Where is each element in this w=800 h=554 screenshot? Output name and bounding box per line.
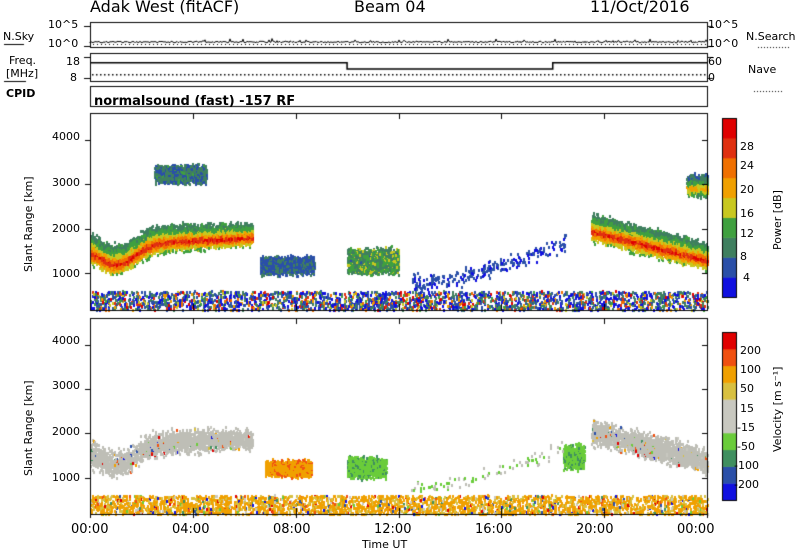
cpid-text: normalsound (fast) -157 RF: [94, 94, 296, 109]
nsky-tick-bottom: 10^0: [48, 37, 79, 50]
freq-tick-top: 18: [66, 55, 80, 68]
velocity-ytick-3000: 3000: [52, 379, 80, 392]
xtick-2400: 00:00: [677, 522, 715, 537]
power-cbar-label: Power [dB]: [771, 190, 784, 250]
freq-tick-bottom: 8: [70, 71, 77, 84]
power-cbar-12: 12: [740, 227, 754, 240]
power-ytick-4000: 4000: [52, 130, 80, 143]
velocity-ytick-2000: 2000: [52, 425, 80, 438]
power-cbar-28: 28: [740, 140, 754, 153]
velocity-cbar-neg100: -100: [734, 459, 759, 472]
nsearch-tick-top: 10^5: [708, 18, 739, 31]
power-cbar-4: 4: [743, 271, 750, 284]
velocity-cbar-neg50: -50: [737, 440, 755, 453]
xtick-0400: 04:00: [172, 522, 210, 537]
freq-unit-label: [MHz]: [6, 67, 39, 80]
velocity-cbar-neg200: -200: [734, 478, 759, 491]
xtick-2000: 20:00: [576, 522, 614, 537]
velocity-cbar-100: 100: [740, 363, 761, 376]
power-cbar-16: 16: [740, 207, 754, 220]
freq-label: Freq.: [9, 54, 37, 67]
velocity-cbar-200: 200: [740, 344, 761, 357]
velocity-ytick-4000: 4000: [52, 334, 80, 347]
date-title: 11/Oct/2016: [590, 0, 690, 16]
nsearch-tick-bottom: 10^0: [708, 37, 739, 50]
velocity-cbar-50: 50: [740, 382, 754, 395]
nsky-tick-top: 10^5: [48, 18, 79, 31]
power-ytick-3000: 3000: [52, 176, 80, 189]
velocity-cbar-label: Velocity [m s⁻¹]: [771, 366, 784, 452]
xtick-0000: 00:00: [71, 522, 109, 537]
nave-tick-top: 60: [708, 55, 722, 68]
velocity-cbar-15: 15: [740, 402, 754, 415]
xtick-1600: 16:00: [475, 522, 513, 537]
nsky-label: N.Sky: [3, 30, 35, 43]
nave-label: Nave: [748, 63, 777, 76]
nsearch-label: N.Search: [746, 30, 796, 43]
cpid-label: CPID: [6, 87, 36, 100]
xlabel: Time UT: [362, 538, 408, 551]
power-cbar-20: 20: [740, 183, 754, 196]
xtick-1200: 12:00: [374, 522, 412, 537]
velocity-ytick-1000: 1000: [52, 471, 80, 484]
nave-tick-bottom: 0: [708, 71, 715, 84]
power-cbar-24: 24: [740, 159, 754, 172]
velocity-cbar-neg15: -15: [737, 421, 755, 434]
power-cbar-8: 8: [740, 250, 747, 263]
beam-title: Beam 04: [354, 0, 426, 16]
power-ytick-2000: 2000: [52, 222, 80, 235]
power-ylabel: Slant Range [km]: [22, 176, 35, 272]
power-ytick-1000: 1000: [52, 267, 80, 280]
xtick-0800: 08:00: [273, 522, 311, 537]
station-title: Adak West (fitACF): [90, 0, 240, 16]
velocity-ylabel: Slant Range [km]: [22, 380, 35, 476]
